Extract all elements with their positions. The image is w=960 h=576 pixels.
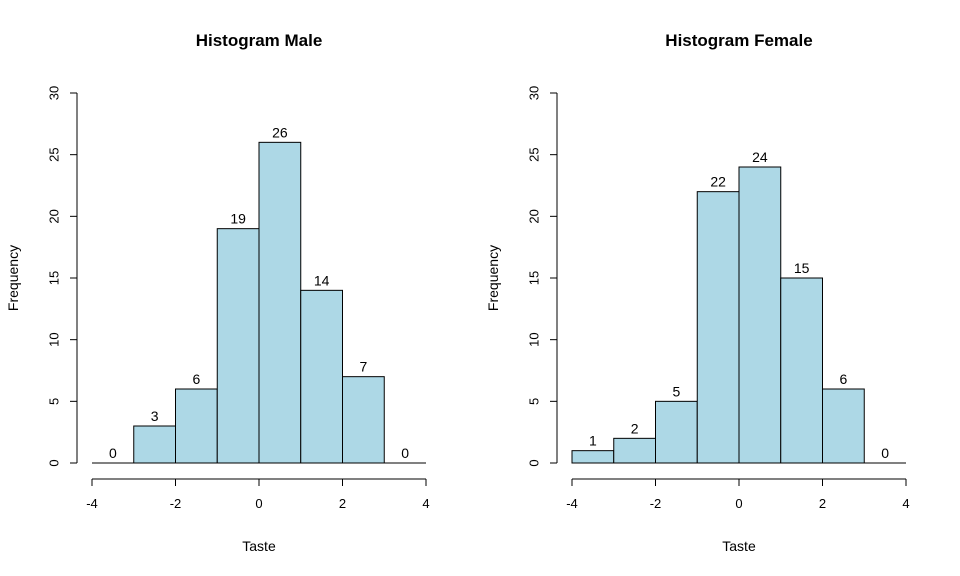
y-tick-label: 20 (47, 209, 62, 223)
histogram-bar (738, 166, 782, 464)
bar-count-label: 7 (359, 359, 367, 375)
bar-count-label: 0 (109, 445, 117, 461)
bar-count-label: 14 (314, 272, 330, 288)
bar-count-label: 24 (752, 149, 768, 165)
marks: 0 3 6 19 26 14 7 0 -4 -2 0 2 4 0 5 10 15 20 25 30 (47, 86, 430, 511)
histogram-bar (300, 289, 343, 464)
x-tick-label: 4 (902, 496, 909, 511)
x-tick-label: 2 (339, 496, 346, 511)
y-axis-label: Frequency (5, 245, 21, 311)
histogram-bar (571, 450, 615, 464)
x-axis-label: Taste (242, 538, 276, 554)
bar-count-label: 5 (672, 383, 680, 399)
x-tick-label: -2 (170, 496, 182, 511)
bar-count-label: 19 (230, 211, 246, 227)
bar-count-label: 6 (192, 371, 200, 387)
panel-male: Histogram Male Taste Frequency 0 3 6 19 26 14… (5, 31, 430, 554)
chart-title: Histogram Male (196, 31, 323, 50)
y-tick-label: 10 (527, 332, 542, 346)
x-tick-label: -2 (650, 496, 662, 511)
x-tick-label: 2 (819, 496, 826, 511)
x-tick-label: -4 (86, 496, 98, 511)
x-axis-label: Taste (722, 538, 756, 554)
x-tick-label: 0 (255, 496, 262, 511)
bar-count-label: 1 (589, 433, 597, 449)
y-tick-label: 10 (47, 332, 62, 346)
y-axis-label: Frequency (485, 245, 501, 311)
bar-count-label: 6 (839, 371, 847, 387)
histogram-bar (822, 388, 865, 464)
y-tick-label: 0 (527, 459, 542, 466)
histogram-bar (780, 277, 823, 464)
y-tick-label: 5 (47, 398, 62, 405)
bar-count-label: 22 (710, 174, 726, 190)
x-tick-label: -4 (566, 496, 578, 511)
histogram-bar (342, 376, 385, 464)
x-tick-label: 4 (422, 496, 429, 511)
y-tick-label: 20 (527, 209, 542, 223)
histogram-bar (696, 191, 740, 464)
bar-count-label: 0 (881, 445, 889, 461)
histogram-bar (655, 400, 698, 464)
y-tick-label: 15 (47, 271, 62, 285)
histogram-bar (216, 228, 260, 464)
bar-count-label: 0 (401, 445, 409, 461)
histogram-bar (258, 141, 302, 464)
bar-count-label: 2 (631, 420, 639, 436)
y-tick-label: 0 (47, 459, 62, 466)
y-tick-label: 30 (527, 86, 542, 100)
bar-count-label: 3 (151, 408, 159, 424)
bar-count-label: 26 (272, 124, 288, 140)
bar-count-label: 15 (794, 260, 810, 276)
chart-title: Histogram Female (665, 31, 812, 50)
x-tick-label: 0 (735, 496, 742, 511)
histogram-bar (613, 437, 656, 464)
histogram-bar (133, 425, 176, 464)
y-tick-label: 15 (527, 271, 542, 285)
y-tick-label: 5 (527, 398, 542, 405)
y-tick-label: 25 (527, 147, 542, 161)
y-tick-label: 25 (47, 147, 62, 161)
y-tick-label: 30 (47, 86, 62, 100)
panel-female: Histogram Female Taste Frequency 1252224… (485, 31, 910, 554)
histogram-bar (175, 388, 218, 464)
